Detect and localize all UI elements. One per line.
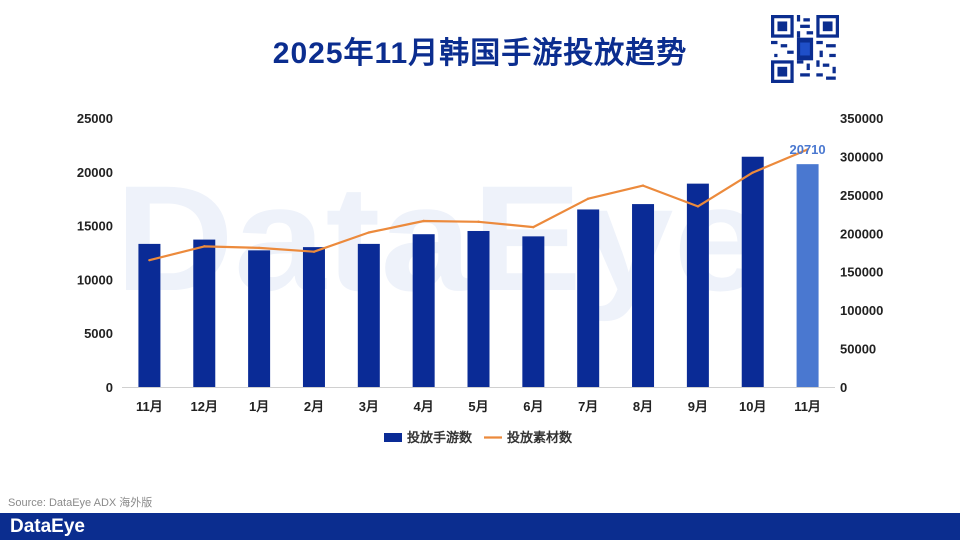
bar-8 [522, 236, 545, 387]
y-left-tick-label: 10000 [77, 272, 113, 287]
line-point-10 [641, 184, 645, 187]
y-right-tick-label: 300000 [840, 149, 883, 164]
x-tick-label: 11月 [794, 399, 821, 414]
x-tick-label: 9月 [688, 399, 708, 414]
bar-10 [632, 204, 655, 387]
y-left-tick-label: 0 [106, 380, 113, 395]
combo-chart: DataEye 11月 12月 1月 2月 3月 4月 5月 6月 7月 8月 9月 10月 11月 0… [77, 111, 884, 445]
y-left-tick-label: 20000 [77, 165, 113, 180]
line-point-4 [312, 250, 316, 253]
x-tick-label: 6月 [523, 399, 543, 414]
line-point-13 [806, 148, 809, 151]
bar-1 [138, 243, 161, 387]
y-left-tick-label: 15000 [77, 219, 113, 234]
y-right-tick-label: 100000 [840, 303, 883, 318]
page-title: 2025年11月韩国手游投放趋势 [272, 37, 688, 70]
bar-4 [302, 247, 325, 387]
x-tick-label: 10月 [739, 399, 766, 414]
footer-bar: DataEye [0, 513, 960, 540]
bar-13 [796, 164, 819, 387]
line-point-5 [367, 231, 371, 234]
y-right-tick-label: 350000 [840, 111, 883, 126]
line-point-12 [751, 171, 754, 174]
watermark-text: DataEye [115, 154, 765, 322]
legend-label-games: 投放手游数 [407, 430, 473, 445]
source-note: Source: DataEye ADX 海外版 [8, 497, 153, 509]
bar-11 [686, 183, 709, 387]
bar-5 [357, 243, 380, 387]
x-tick-label: 12月 [191, 399, 218, 414]
x-tick-label: 2月 [304, 399, 324, 414]
legend-bar-swatch [384, 433, 402, 442]
bar-3 [248, 250, 271, 387]
bar-2 [193, 239, 216, 387]
x-tick-label: 5月 [468, 399, 488, 414]
y-right-tick-label: 200000 [840, 226, 883, 241]
y-left-tick-label: 5000 [84, 326, 113, 341]
line-point-8 [532, 225, 535, 229]
data-label: 20710 [789, 142, 825, 157]
x-tick-label: 11月 [136, 399, 163, 414]
brand-logo: DataEye [10, 516, 85, 537]
x-tick-label: 8月 [633, 399, 653, 414]
y-right-tick-label: 250000 [840, 188, 883, 203]
x-tick-label: 7月 [578, 399, 598, 414]
y-right-tick-label: 0 [840, 380, 847, 395]
legend-label-materials: 投放素材数 [507, 430, 573, 445]
line-point-6 [422, 219, 425, 223]
bar-9 [577, 209, 600, 387]
line-point-3 [257, 246, 261, 250]
y-right-tick-label: 150000 [840, 265, 883, 280]
bar-6 [412, 234, 435, 387]
bar-12 [741, 156, 764, 387]
x-tick-label: 1月 [249, 399, 269, 414]
qr-code-icon [771, 15, 839, 83]
bar-7 [467, 230, 490, 387]
line-point-7 [477, 220, 480, 223]
y-right-tick-label: 50000 [840, 342, 876, 357]
line-point-1 [148, 258, 151, 262]
line-point-9 [586, 197, 590, 200]
x-tick-label: 4月 [414, 399, 434, 414]
y-left-tick-label: 25000 [77, 111, 113, 126]
line-point-11 [696, 205, 700, 208]
line-point-2 [203, 245, 206, 248]
x-tick-label: 3月 [359, 399, 379, 414]
